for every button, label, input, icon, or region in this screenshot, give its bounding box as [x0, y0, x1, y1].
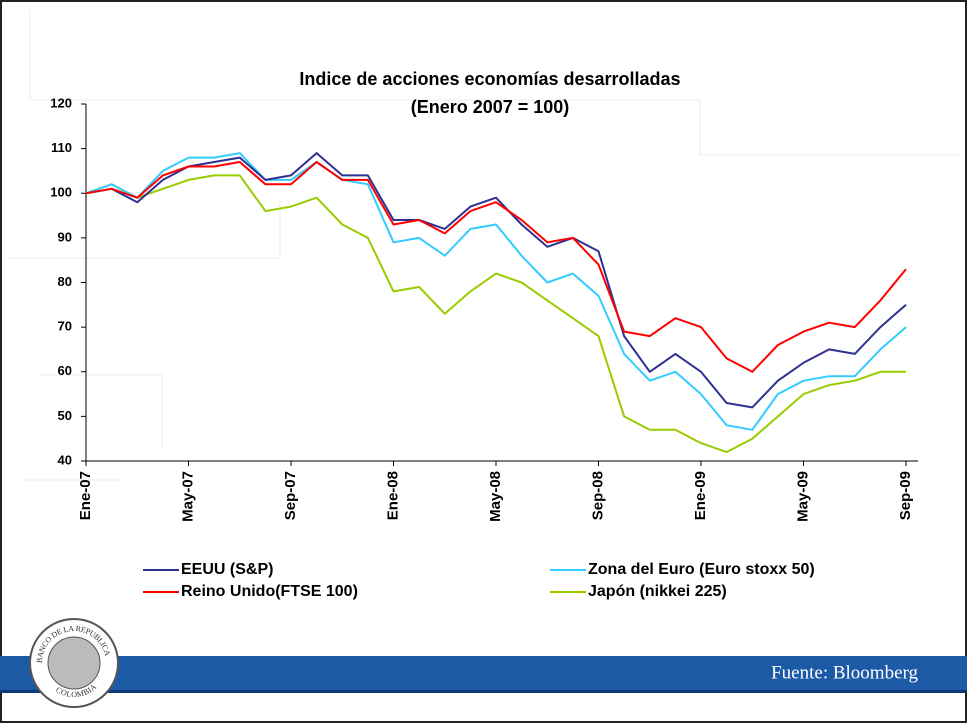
y-tick-label: 110	[51, 140, 72, 155]
y-tick-label: 70	[58, 319, 72, 334]
chart-subtitle: (Enero 2007 = 100)	[411, 97, 570, 117]
legend-label: Zona del Euro (Euro stoxx 50)	[588, 561, 815, 578]
y-tick-label: 120	[50, 95, 72, 110]
y-tick-label: 60	[58, 363, 72, 378]
decoration	[10, 10, 960, 481]
chart-title: Indice de acciones economías desarrollad…	[299, 69, 680, 89]
y-tick-label: 90	[58, 229, 72, 244]
footer-shadow	[0, 690, 967, 693]
x-tick-label: Sep-08	[589, 471, 606, 520]
series-line	[85, 152, 907, 409]
legend-label: Reino Unido(FTSE 100)	[181, 583, 358, 600]
x-tick-label: Ene-08	[384, 471, 401, 520]
x-tick-label: Sep-07	[282, 471, 299, 520]
y-tick-label: 80	[58, 274, 72, 289]
legend-label: Japón (nikkei 225)	[588, 583, 727, 600]
x-tick-label: Sep-09	[897, 471, 914, 520]
logo-face	[47, 636, 101, 690]
footer-bar	[0, 656, 967, 690]
x-tick-label: May-08	[487, 471, 504, 522]
series-line	[85, 152, 907, 431]
logo: BANCO DE LA REPUBLICA COLOMBIA	[29, 618, 119, 708]
source: Fuente: Bloomberg	[771, 662, 918, 683]
x-tick-label: May-09	[794, 471, 811, 522]
y-tick-label: 40	[58, 452, 72, 467]
y-tick-label: 50	[58, 408, 72, 423]
x-tick-label: Ene-07	[77, 471, 94, 520]
series-line	[85, 161, 907, 373]
series-line	[85, 174, 906, 454]
legend-label: EEUU (S&P)	[181, 561, 273, 578]
y-tick-label: 100	[50, 185, 72, 200]
x-tick-label: May-07	[179, 471, 196, 522]
x-tick-label: Ene-09	[692, 471, 709, 520]
